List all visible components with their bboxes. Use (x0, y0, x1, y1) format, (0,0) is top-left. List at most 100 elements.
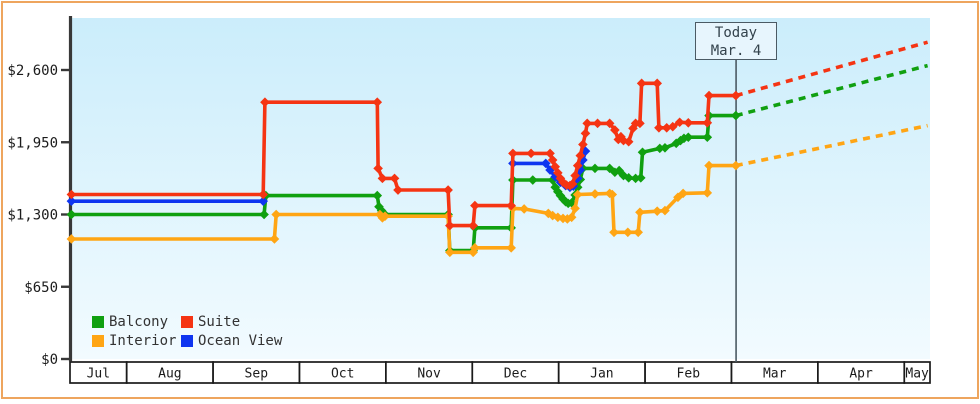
data-point-marker (470, 200, 480, 211)
legend-label-interior: Interior (109, 332, 177, 349)
data-point-marker (519, 204, 529, 214)
data-point-marker (468, 247, 478, 258)
data-point-marker (468, 220, 478, 231)
data-point-marker (380, 211, 390, 221)
data-point-marker (445, 247, 455, 258)
data-point-marker (654, 123, 664, 133)
data-point-marker (607, 189, 618, 200)
data-point-marker (610, 167, 620, 178)
data-point-marker (660, 205, 670, 216)
y-axis-label: $2,600 (7, 63, 58, 79)
data-point-marker (604, 118, 615, 129)
legend-row: Balcony Suite (92, 312, 282, 331)
data-point-marker (652, 78, 662, 89)
data-point-marker (389, 173, 400, 184)
data-point-marker (526, 148, 536, 159)
data-point-marker (377, 173, 388, 184)
data-point-marker (269, 234, 280, 244)
data-point-marker (271, 209, 281, 220)
data-point-marker (547, 175, 558, 185)
month-label: Nov (417, 367, 441, 382)
interior-swatch-icon (92, 334, 104, 347)
data-point-marker (580, 146, 591, 156)
month-label: May (905, 367, 929, 382)
forecast-dashed-line (735, 123, 928, 168)
legend-label-balcony: Balcony (109, 313, 169, 330)
y-axis-label: $1,950 (7, 135, 58, 151)
balcony-swatch-icon (92, 315, 104, 328)
month-label: Jul (87, 367, 110, 382)
chart-legend: Balcony Suite Interior Ocean View (92, 312, 282, 350)
data-point-marker (618, 135, 629, 146)
data-point-marker (673, 192, 683, 203)
data-point-marker (572, 189, 583, 200)
data-point-marker (527, 175, 538, 185)
series-suite (66, 40, 929, 231)
data-point-marker (635, 173, 646, 183)
data-point-marker (660, 143, 670, 153)
data-point-marker (633, 227, 643, 238)
data-point-marker (635, 207, 645, 218)
data-point-marker (572, 182, 583, 193)
data-point-marker (506, 243, 516, 253)
data-point-marker (678, 188, 688, 199)
data-point-marker (704, 160, 714, 171)
y-axis-label: $1,300 (7, 208, 58, 224)
data-point-marker (704, 90, 714, 101)
data-point-marker (445, 220, 455, 231)
data-point-marker (652, 206, 662, 216)
data-point-marker (260, 97, 270, 108)
data-point-marker (372, 190, 383, 201)
month-label: Apr (849, 367, 873, 382)
data-point-marker (623, 227, 633, 238)
data-point-marker (623, 136, 634, 147)
y-axis-label: $650 (24, 280, 58, 296)
data-point-marker (508, 148, 518, 159)
data-point-marker (702, 188, 713, 198)
data-point-marker (623, 173, 634, 183)
month-label: Mar (763, 367, 787, 382)
data-point-marker (618, 170, 629, 181)
today-date: Mar. 4 (710, 43, 762, 59)
data-point-marker (566, 212, 577, 223)
data-point-marker (66, 209, 77, 220)
data-point-marker (566, 198, 577, 208)
legend-item-interior: Interior (92, 333, 181, 349)
legend-item-balcony: Balcony (92, 314, 181, 330)
data-point-marker (372, 97, 383, 108)
month-label: Oct (331, 367, 354, 382)
month-label: Aug (158, 367, 181, 382)
data-point-marker (66, 189, 77, 200)
today-annotation: Today Mar. 4 (695, 22, 777, 60)
data-point-marker (702, 117, 713, 128)
data-point-marker (683, 132, 694, 143)
data-point-marker (582, 118, 593, 129)
data-point-marker (567, 179, 578, 189)
data-point-marker (506, 200, 516, 211)
data-point-marker (635, 118, 645, 129)
month-label: Feb (677, 367, 701, 382)
legend-label-suite: Suite (198, 313, 241, 330)
data-point-marker (258, 189, 269, 200)
month-label: Jan (590, 367, 613, 382)
data-point-marker (258, 196, 269, 206)
data-point-marker (393, 185, 403, 195)
data-point-marker (683, 117, 694, 128)
data-point-marker (578, 155, 588, 165)
plot-area (71, 18, 930, 359)
legend-label-ocean-view: Ocean View (198, 332, 283, 349)
data-point-marker (259, 209, 269, 220)
month-label: Dec (504, 367, 527, 382)
data-point-marker (575, 150, 586, 161)
data-point-marker (470, 243, 480, 253)
data-point-marker (590, 189, 600, 199)
data-point-marker (572, 160, 583, 171)
data-point-marker (580, 128, 591, 139)
legend-row: Interior Ocean View (92, 331, 282, 350)
data-point-marker (373, 163, 383, 174)
data-point-marker (443, 185, 453, 195)
data-point-marker (66, 196, 77, 206)
data-point-marker (609, 227, 619, 238)
